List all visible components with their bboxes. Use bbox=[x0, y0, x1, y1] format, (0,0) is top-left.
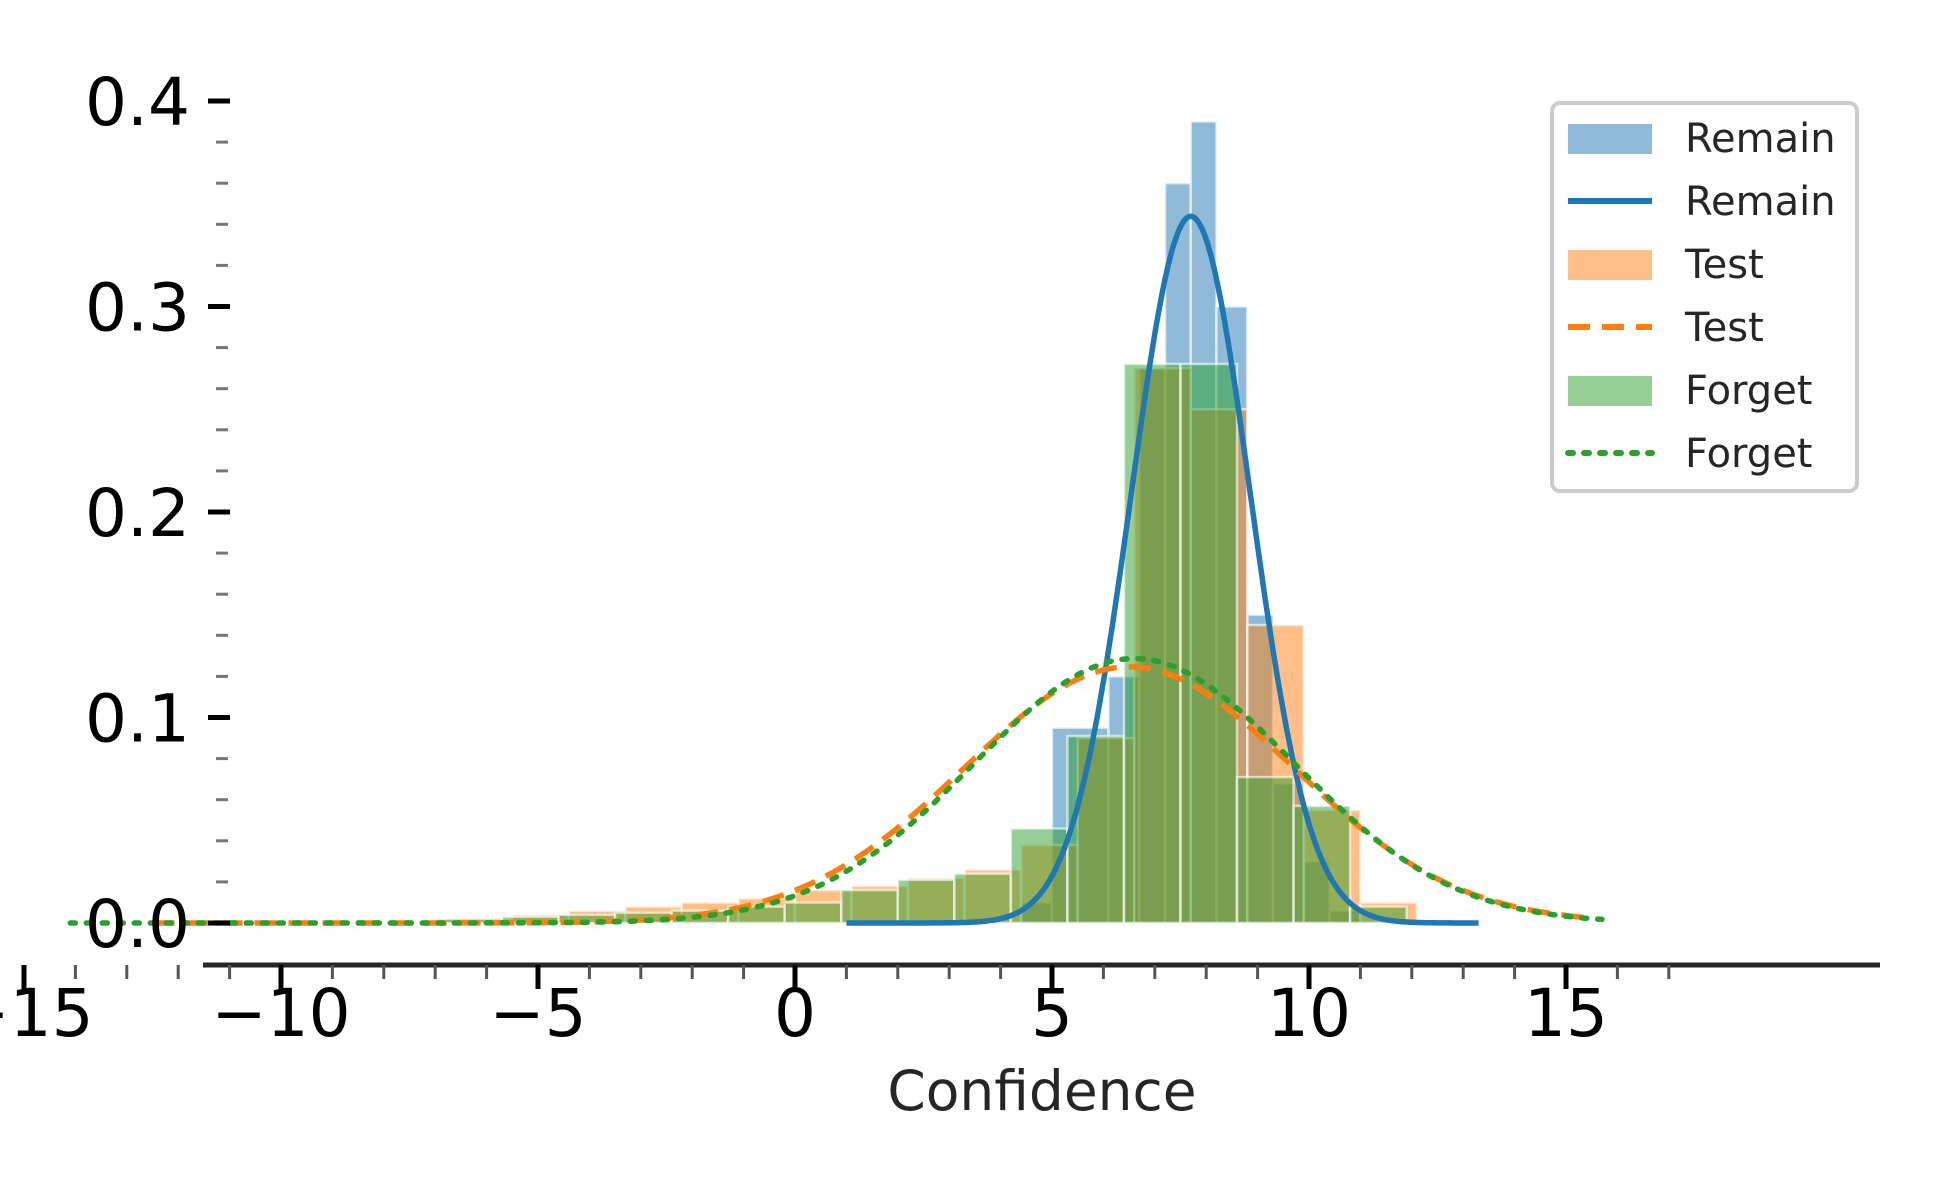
y-tick-label: 0.1 bbox=[85, 681, 190, 758]
histogram-bar-forget bbox=[1179, 362, 1239, 925]
density-curve-remain bbox=[846, 213, 1479, 926]
y-tick-label: 0.4 bbox=[85, 64, 190, 141]
x-tick-label: 0 bbox=[774, 975, 816, 1052]
legend-label: Forget bbox=[1685, 368, 1812, 414]
histogram-bar-forget bbox=[840, 888, 900, 925]
x-tick-label: −5 bbox=[489, 975, 586, 1052]
density-curves bbox=[67, 213, 1605, 926]
y-tick-label: 0.3 bbox=[85, 270, 190, 347]
histogram-bar-forget bbox=[1066, 734, 1126, 925]
histogram-bar-forget bbox=[1122, 362, 1182, 925]
legend: Remain Remain Test Test Forget Forget bbox=[1550, 101, 1859, 493]
legend-swatch-patch bbox=[1568, 124, 1652, 154]
density-curve-test bbox=[152, 664, 1592, 926]
x-tick-label: −15 bbox=[0, 975, 94, 1052]
x-tick-label: 15 bbox=[1524, 975, 1608, 1052]
legend-label: Remain bbox=[1685, 116, 1836, 162]
legend-item-remain-patch: Remain bbox=[1568, 116, 1836, 162]
histogram-bar-forget bbox=[1009, 827, 1069, 925]
x-tick-label: 5 bbox=[1031, 975, 1073, 1052]
density-curve-forget bbox=[67, 655, 1605, 926]
histogram-bar-forget bbox=[783, 901, 843, 925]
x-tick-label: −10 bbox=[211, 975, 350, 1052]
y-tick-label: 0.2 bbox=[85, 475, 190, 552]
legend-swatch-patch bbox=[1568, 250, 1652, 280]
histogram-bar-forget bbox=[1235, 775, 1295, 925]
legend-label: Forget bbox=[1685, 431, 1812, 477]
legend-item-test-line: Test bbox=[1568, 305, 1764, 351]
x-axis-label: Confidence bbox=[887, 1059, 1196, 1123]
x-tick-label: 10 bbox=[1267, 975, 1351, 1052]
legend-item-remain-line: Remain bbox=[1568, 179, 1836, 225]
histogram-bar-forget bbox=[896, 878, 956, 925]
axes: −15 −10 −5 0 5 10 15 0.0 0.1 0.2 0.3 0.4 bbox=[0, 64, 1880, 1052]
histogram-bars bbox=[433, 120, 1419, 925]
legend-swatch-patch bbox=[1568, 376, 1652, 406]
legend-item-test-patch: Test bbox=[1568, 242, 1764, 288]
histogram-bar-forget bbox=[953, 872, 1013, 925]
y-tick-label: 0.0 bbox=[85, 886, 190, 963]
legend-item-forget-patch: Forget bbox=[1568, 368, 1812, 414]
legend-label: Remain bbox=[1685, 179, 1836, 225]
legend-label: Test bbox=[1684, 305, 1764, 351]
legend-item-forget-line: Forget bbox=[1565, 431, 1812, 477]
legend-label: Test bbox=[1684, 242, 1764, 288]
histogram-forget bbox=[444, 362, 1408, 925]
